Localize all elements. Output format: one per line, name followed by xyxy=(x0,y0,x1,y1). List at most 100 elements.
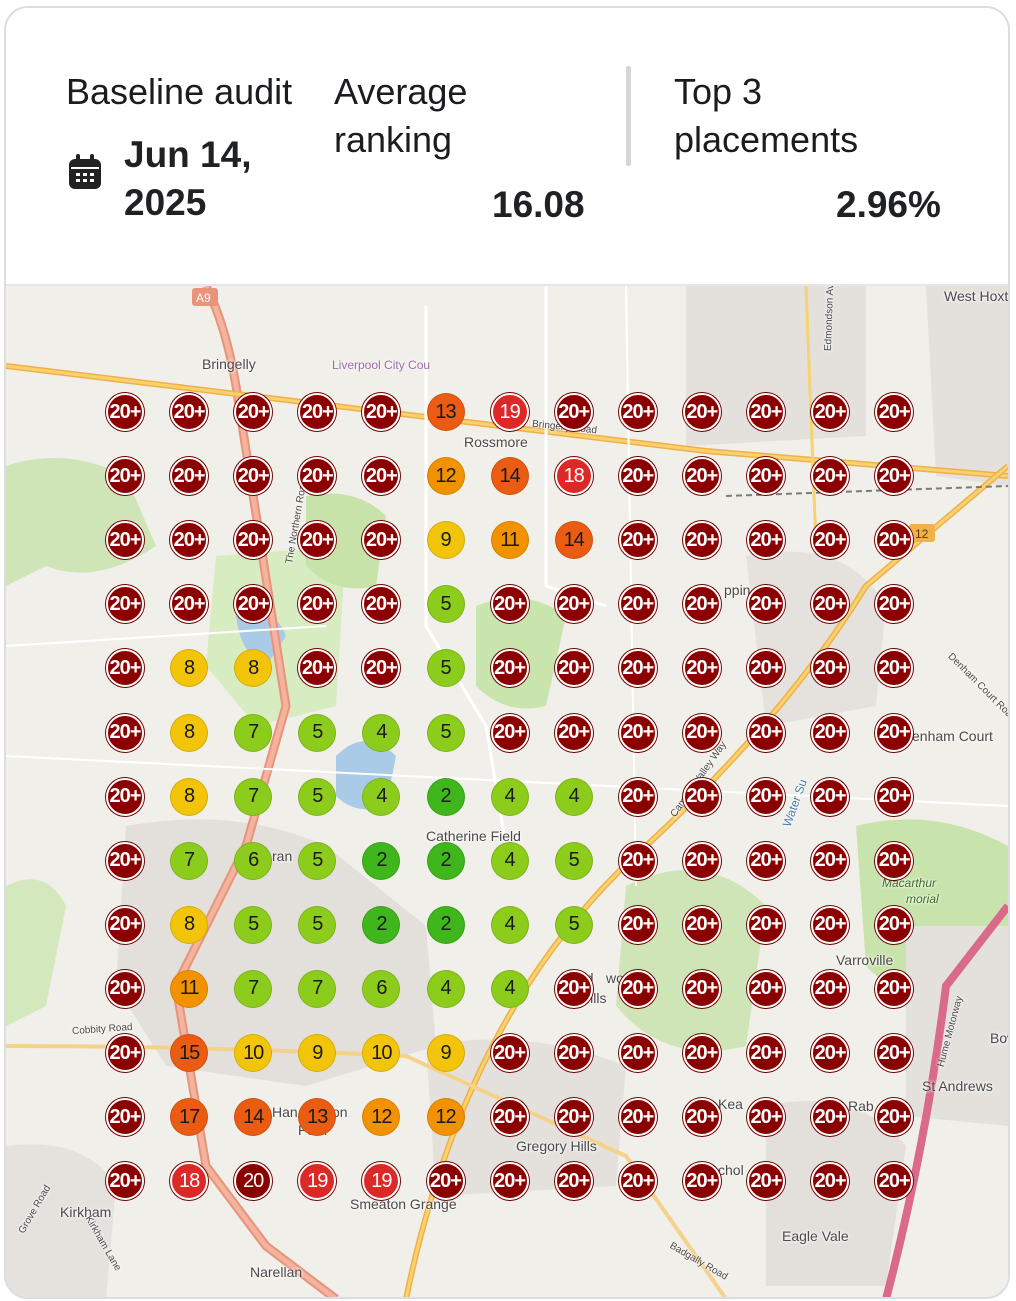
rank-pin[interactable]: 20+ xyxy=(747,1098,785,1137)
rank-pin[interactable]: 20+ xyxy=(682,649,721,688)
rank-pin[interactable]: 5 xyxy=(298,841,337,880)
rank-pin[interactable]: 20+ xyxy=(875,713,914,752)
rank-pin[interactable]: 18 xyxy=(170,1162,209,1201)
rank-pin[interactable]: 20+ xyxy=(618,777,657,816)
rank-pin[interactable]: 20+ xyxy=(747,457,785,496)
rank-pin[interactable]: 19 xyxy=(490,393,529,431)
rank-pin[interactable]: 7 xyxy=(298,969,337,1008)
rank-pin[interactable]: 20+ xyxy=(618,969,657,1008)
rank-pin[interactable]: 19 xyxy=(298,1162,337,1201)
rank-pin[interactable]: 20+ xyxy=(362,585,401,624)
rank-pin[interactable]: 20+ xyxy=(170,585,209,624)
rank-pin[interactable]: 20+ xyxy=(618,457,657,496)
rank-pin[interactable]: 20+ xyxy=(554,649,593,688)
rank-pin[interactable]: 20+ xyxy=(682,905,721,944)
rank-pin[interactable]: 20+ xyxy=(875,905,914,944)
rank-pin[interactable]: 6 xyxy=(362,969,401,1008)
rank-pin[interactable]: 20+ xyxy=(875,1162,914,1201)
rank-pin[interactable]: 6 xyxy=(234,841,273,880)
rank-pin[interactable]: 12 xyxy=(362,1098,401,1137)
rank-pin[interactable]: 20+ xyxy=(106,1034,144,1072)
rank-pin[interactable]: 20+ xyxy=(298,585,337,624)
rank-pin[interactable]: 2 xyxy=(362,905,401,944)
rank-pin[interactable]: 20+ xyxy=(490,1098,529,1137)
rank-pin[interactable]: 20+ xyxy=(554,969,593,1008)
rank-pin[interactable]: 20+ xyxy=(106,1162,144,1201)
rank-pin[interactable]: 20+ xyxy=(106,521,144,560)
rank-pin[interactable]: 20+ xyxy=(490,1162,529,1201)
rank-pin[interactable]: 8 xyxy=(170,905,209,944)
rank-pin[interactable]: 20+ xyxy=(875,1034,914,1072)
rank-pin[interactable]: 20+ xyxy=(298,521,337,560)
rank-pin[interactable]: 14 xyxy=(234,1098,273,1137)
rank-pin[interactable]: 20+ xyxy=(811,393,850,431)
rank-pin[interactable]: 20+ xyxy=(170,457,209,496)
rank-pin[interactable]: 20+ xyxy=(811,457,850,496)
rank-pin[interactable]: 20+ xyxy=(747,969,785,1008)
rank-pin[interactable]: 20+ xyxy=(618,521,657,560)
rank-pin[interactable]: 20+ xyxy=(811,521,850,560)
rank-pin[interactable]: 4 xyxy=(490,905,529,944)
rank-pin[interactable]: 7 xyxy=(170,841,209,880)
rank-pin[interactable]: 4 xyxy=(426,969,465,1008)
rank-pin[interactable]: 20+ xyxy=(618,585,657,624)
rank-pin[interactable]: 5 xyxy=(554,905,593,944)
rank-pin[interactable]: 5 xyxy=(234,905,273,944)
rank-pin[interactable]: 9 xyxy=(426,521,465,560)
rank-pin[interactable]: 19 xyxy=(362,1162,401,1201)
rank-pin[interactable]: 20+ xyxy=(362,393,401,431)
rank-pin[interactable]: 2 xyxy=(426,777,465,816)
rank-pin[interactable]: 7 xyxy=(234,969,273,1008)
rank-pin[interactable]: 20+ xyxy=(618,713,657,752)
rank-pin[interactable]: 20+ xyxy=(618,841,657,880)
rank-pin[interactable]: 14 xyxy=(490,457,529,496)
rank-pin[interactable]: 20+ xyxy=(618,393,657,431)
rank-pin[interactable]: 5 xyxy=(554,841,593,880)
rank-pin[interactable]: 20+ xyxy=(682,713,721,752)
rank-pin[interactable]: 12 xyxy=(426,1098,465,1137)
rank-pin[interactable]: 20+ xyxy=(682,841,721,880)
rank-pin[interactable]: 9 xyxy=(298,1034,337,1072)
rank-pin[interactable]: 20+ xyxy=(875,649,914,688)
rank-pin[interactable]: 20+ xyxy=(554,1098,593,1137)
rank-pin[interactable]: 20+ xyxy=(811,713,850,752)
rank-pin[interactable]: 20+ xyxy=(106,777,144,816)
rank-pin[interactable]: 4 xyxy=(554,777,593,816)
rank-pin[interactable]: 20+ xyxy=(875,393,914,431)
rank-pin[interactable]: 20+ xyxy=(618,905,657,944)
rank-pin[interactable]: 20+ xyxy=(747,713,785,752)
rank-pin[interactable]: 20+ xyxy=(811,585,850,624)
rank-pin[interactable]: 8 xyxy=(170,713,209,752)
rank-pin[interactable]: 8 xyxy=(234,649,273,688)
rank-pin[interactable]: 18 xyxy=(554,457,593,496)
rank-pin[interactable]: 20+ xyxy=(811,649,850,688)
rank-pin[interactable]: 20+ xyxy=(875,585,914,624)
rank-pin[interactable]: 20+ xyxy=(618,1098,657,1137)
rank-pin[interactable]: 20+ xyxy=(554,713,593,752)
rank-pin[interactable]: 20+ xyxy=(554,1162,593,1201)
rank-pin[interactable]: 20+ xyxy=(747,905,785,944)
rank-pin[interactable]: 20+ xyxy=(426,1162,465,1201)
rank-pin[interactable]: 20+ xyxy=(875,521,914,560)
rank-pin[interactable]: 10 xyxy=(362,1034,401,1072)
rank-pin[interactable]: 5 xyxy=(298,713,337,752)
rank-pin[interactable]: 7 xyxy=(234,713,273,752)
rank-pin[interactable]: 12 xyxy=(426,457,465,496)
rank-pin[interactable]: 20+ xyxy=(490,585,529,624)
rank-pin[interactable]: 20+ xyxy=(811,1098,850,1137)
rank-pin[interactable]: 20+ xyxy=(554,585,593,624)
rank-pin[interactable]: 20+ xyxy=(747,777,785,816)
rank-pin[interactable]: 20+ xyxy=(106,1098,144,1137)
rank-pin[interactable]: 4 xyxy=(490,777,529,816)
rank-pin[interactable]: 20+ xyxy=(747,841,785,880)
rank-pin[interactable]: 20+ xyxy=(811,777,850,816)
rank-pin[interactable]: 20 xyxy=(234,1162,273,1201)
rank-pin[interactable]: 5 xyxy=(298,905,337,944)
rank-pin[interactable]: 20+ xyxy=(811,969,850,1008)
rank-map[interactable]: A9 12 Bringelly Rossmore Catherine Field… xyxy=(6,286,1008,1297)
rank-pin[interactable]: 20+ xyxy=(682,457,721,496)
rank-pin[interactable]: 5 xyxy=(426,585,465,624)
rank-pin[interactable]: 8 xyxy=(170,777,209,816)
rank-pin[interactable]: 17 xyxy=(170,1098,209,1137)
rank-pin[interactable]: 4 xyxy=(362,777,401,816)
